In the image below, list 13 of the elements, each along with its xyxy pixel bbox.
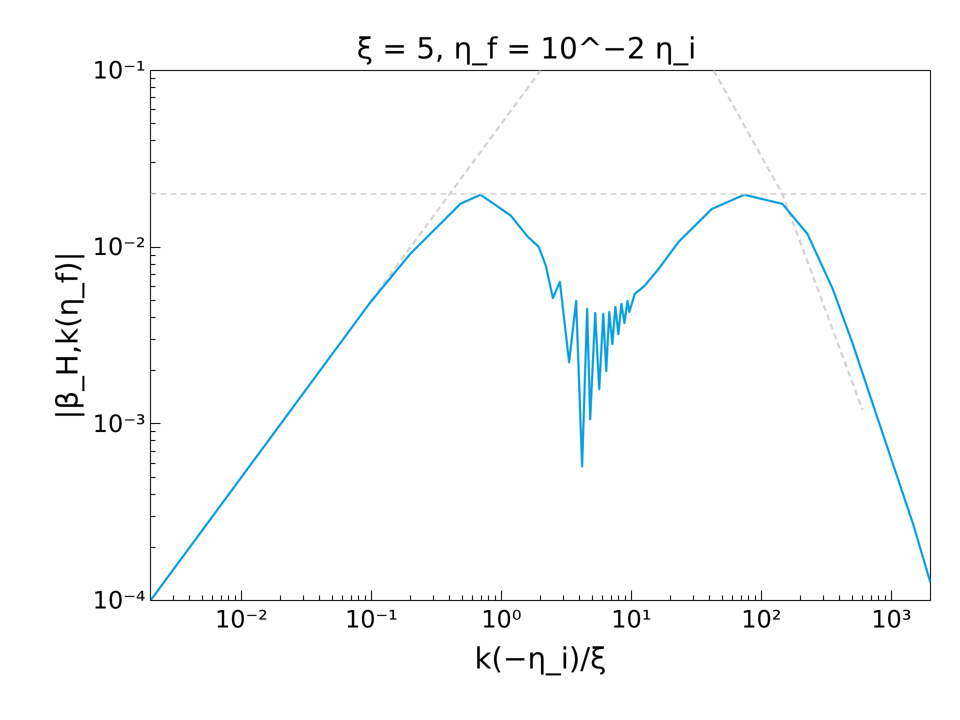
y-tick-label: 10⁻³ bbox=[92, 410, 146, 438]
chart-title: ξ = 5, η_f = 10^−2 η_i bbox=[356, 32, 696, 66]
y-axis-title: |β_H,k(η_f)| bbox=[50, 252, 85, 420]
x-tick-label: 10⁻² bbox=[214, 606, 268, 634]
x-tick-label: 10³ bbox=[871, 606, 912, 634]
x-axis-title: k(−η_i)/ξ bbox=[474, 642, 607, 676]
x-tick-label: 10⁻¹ bbox=[344, 606, 398, 634]
x-tick-label: 10² bbox=[741, 606, 782, 634]
y-tick-label: 10⁻² bbox=[92, 233, 146, 262]
y-tick-label: 10⁻⁴ bbox=[92, 586, 146, 614]
y-tick-label: 10⁻¹ bbox=[92, 56, 146, 84]
x-tick-label: 10¹ bbox=[611, 606, 652, 634]
x-tick-label: 10⁰ bbox=[481, 606, 522, 634]
